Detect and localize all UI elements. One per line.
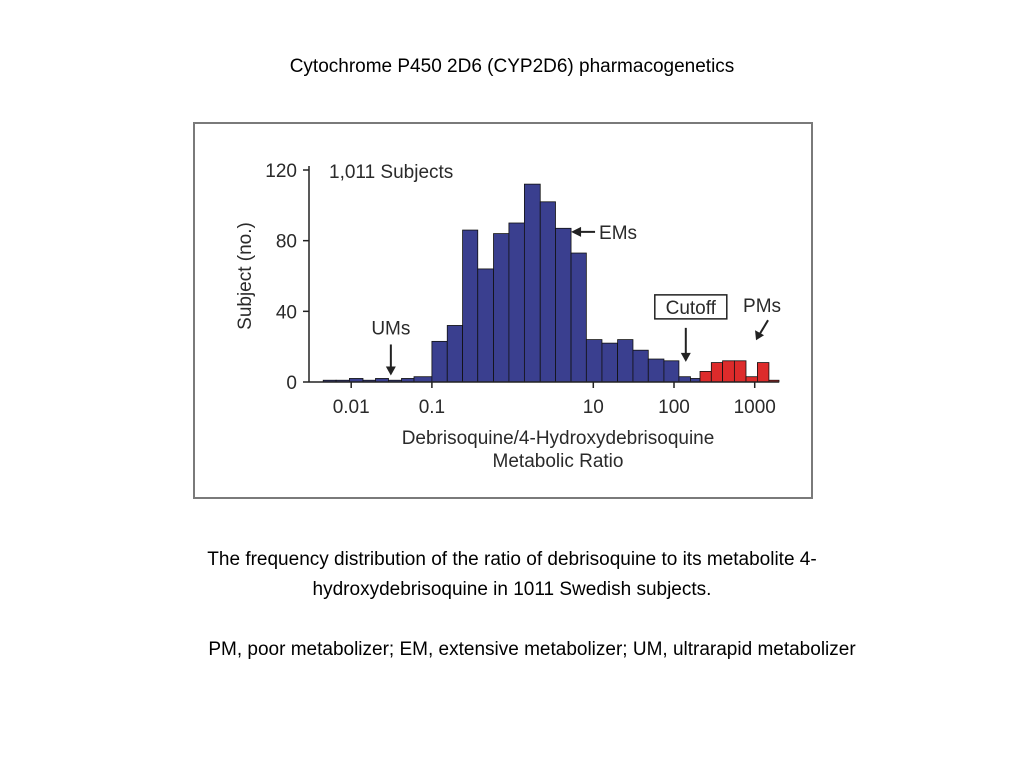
pm-bar [710,362,723,383]
em-bar [413,376,433,383]
y-tick-label: 80 [276,232,297,253]
ems-arrow-head [571,226,582,237]
em-bar [493,233,510,383]
subjects-count-label: 1,011 Subjects [329,162,453,183]
slide-title: Cytochrome P450 2D6 (CYP2D6) pharmacogen… [289,56,735,77]
x-tick-label: 10 [583,397,604,418]
x-tick-label: 1000 [734,397,776,418]
cutoff-annotation: Cutoff [666,298,717,319]
ums-annotation: UMs [371,318,410,339]
em-bar [508,222,525,383]
pms-arrow-shaft [758,319,769,336]
em-bar [570,252,587,383]
pm-bar [733,360,747,383]
x-tick-label: 0.01 [333,397,370,418]
em-bar [431,340,448,383]
histogram-chart: 0 40 80 120 0.01 0.1 10 100 1000 Debrisoquine/4-H… [235,161,781,472]
em-bar [462,229,479,383]
pm-bar [745,376,758,383]
em-bar [523,183,541,383]
pms-arrow-head [755,330,765,341]
pm-bar [699,370,712,383]
x-axis-label-line1: Debrisoquine/4-Hydroxydebrisoquine [402,428,715,449]
em-bar [678,376,691,383]
pm-bar [757,362,770,383]
em-bar [555,227,572,383]
pm-bar [722,360,735,383]
cutoff-arrow-head [680,352,691,362]
em-bar [617,339,634,383]
x-tick-label: 0.1 [419,397,445,418]
y-tick-label: 120 [265,161,297,182]
y-axis-label: Subject (no.) [235,222,256,330]
cutoff-box [654,294,728,320]
em-bar [477,268,494,383]
figure-caption: The frequency distribution of the ratio … [112,545,912,605]
x-tick-label: 100 [658,397,690,418]
pms-annotation: PMs [743,296,781,317]
caption-line-1: The frequency distribution of the ratio … [207,549,817,570]
em-bar [663,360,680,383]
chart-figure: 0 40 80 120 0.01 0.1 10 100 1000 Debrisoquine/4-H… [193,122,813,499]
ums-arrow-head [385,366,396,376]
em-bar [647,358,665,383]
abbreviations-note: PM, poor metabolizer; EM, extensive meta… [208,639,856,660]
y-tick-label: 0 [286,373,297,394]
x-axis-label-line2: Metabolic Ratio [493,451,624,472]
ems-annotation: EMs [599,223,637,244]
em-bar [446,325,463,383]
y-tick-label: 40 [276,302,297,323]
caption-line-2: hydroxydebrisoquine in 1011 Swedish subj… [312,579,712,600]
em-bar [585,339,603,383]
em-bar [632,349,649,383]
em-bar [539,201,556,383]
em-bar [601,342,618,383]
